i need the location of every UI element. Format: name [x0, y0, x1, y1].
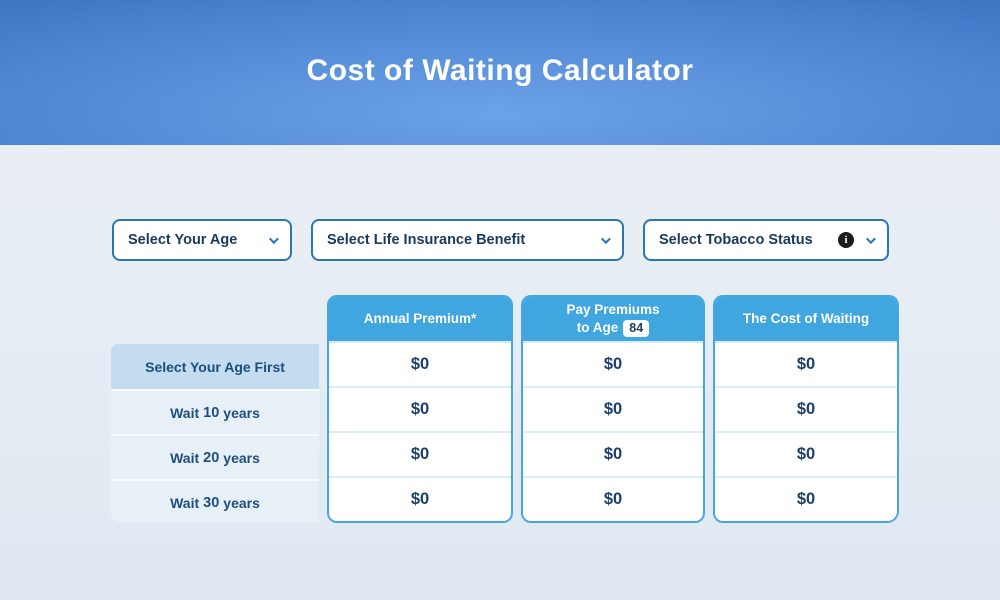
header-banner: Cost of Waiting Calculator: [0, 0, 1000, 145]
age-select[interactable]: Select Your Age: [112, 219, 292, 261]
benefit-select[interactable]: Select Life Insurance Benefit: [311, 219, 624, 261]
info-icon[interactable]: i: [838, 232, 854, 248]
page-title: Cost of Waiting Calculator: [306, 53, 694, 87]
column-header-annual-premium: Annual Premium*: [329, 297, 511, 341]
row-label-wait-20: Wait 20 years: [111, 434, 319, 479]
value-cell: $0: [715, 386, 897, 431]
value-cell: $0: [715, 341, 897, 386]
chevron-down-icon: [600, 233, 611, 244]
chevron-down-icon: [268, 233, 279, 244]
value-cell: $0: [715, 476, 897, 521]
value-cell: $0: [523, 386, 703, 431]
row-label-select-age-first: Select Your Age First: [111, 344, 319, 389]
tobacco-select-label: Select Tobacco Status: [659, 232, 813, 248]
value-cell: $0: [329, 386, 511, 431]
tobacco-select[interactable]: Select Tobacco Status i: [643, 219, 889, 261]
value-cell: $0: [523, 431, 703, 476]
row-label-wait-30: Wait 30 years: [111, 479, 319, 522]
column-cost-of-waiting: The Cost of Waiting $0 $0 $0 $0: [713, 295, 899, 523]
column-header-cost-of-waiting: The Cost of Waiting: [715, 297, 897, 341]
column-header-pay-premiums: Pay Premiums to Age 84: [523, 297, 703, 341]
value-cell: $0: [329, 431, 511, 476]
results-table: Select Your Age First Wait 10 years Wait…: [110, 295, 899, 523]
filter-controls: Select Your Age Select Life Insurance Be…: [112, 219, 889, 261]
value-cell: $0: [329, 476, 511, 521]
chevron-down-icon: [865, 233, 876, 244]
column-annual-premium: Annual Premium* $0 $0 $0 $0: [327, 295, 513, 523]
value-cell: $0: [523, 341, 703, 386]
age-select-label: Select Your Age: [128, 232, 238, 248]
benefit-select-label: Select Life Insurance Benefit: [327, 232, 526, 248]
value-cell: $0: [523, 476, 703, 521]
value-cell: $0: [715, 431, 897, 476]
row-label-wait-10: Wait 10 years: [111, 389, 319, 434]
column-pay-premiums-to-age: Pay Premiums to Age 84 $0 $0 $0 $0: [521, 295, 705, 523]
row-labels-column: Select Your Age First Wait 10 years Wait…: [110, 343, 319, 523]
value-cell: $0: [329, 341, 511, 386]
age-badge: 84: [623, 319, 650, 337]
